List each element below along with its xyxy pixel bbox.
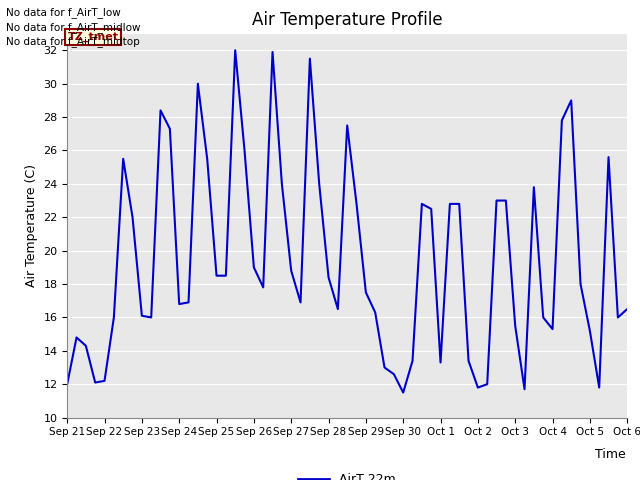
Text: No data for f_AirT_midlow: No data for f_AirT_midlow [6,22,141,33]
Legend: AirT 22m: AirT 22m [293,468,401,480]
X-axis label: Time: Time [595,448,626,461]
Text: TZ_tmet: TZ_tmet [67,32,118,42]
Text: No data for f_AirT_low: No data for f_AirT_low [6,7,121,18]
Text: No data for f_AirT_midtop: No data for f_AirT_midtop [6,36,140,47]
Y-axis label: Air Temperature (C): Air Temperature (C) [25,164,38,287]
Title: Air Temperature Profile: Air Temperature Profile [252,11,442,29]
